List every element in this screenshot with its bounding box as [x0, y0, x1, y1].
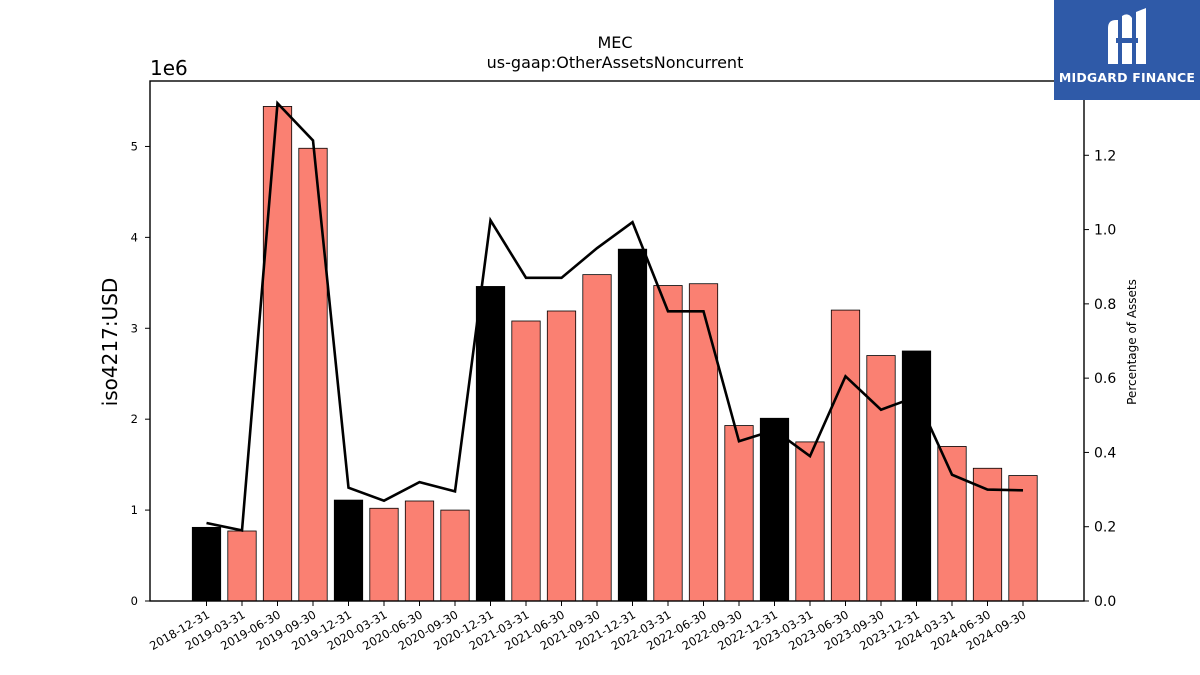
bars	[191, 106, 1038, 602]
bar-2022-12-31	[759, 417, 790, 602]
bar-2019-03-31	[227, 530, 257, 602]
x-axis-ticks: 2018-12-312019-03-312019-06-302019-09-30…	[147, 601, 1029, 653]
y-right-tick-label: 0.6	[1094, 371, 1116, 387]
bar-2019-06-30	[262, 106, 293, 602]
bar-2020-12-31	[475, 286, 506, 602]
bar-2024-03-31	[937, 446, 967, 602]
bar-2022-09-30	[724, 425, 754, 602]
bar-2020-09-30	[440, 509, 470, 602]
y-axis-right-label: Percentage of Assets	[1125, 279, 1139, 405]
bar-2018-12-31	[191, 526, 222, 602]
y-right-tick-label: 0.0	[1094, 594, 1116, 610]
chart-subtitle: us-gaap:OtherAssetsNoncurrent	[487, 53, 744, 72]
bar-2024-09-30	[1008, 475, 1038, 602]
bar-2023-03-31	[795, 441, 825, 602]
y-axis-label: iso4217:USD	[98, 278, 122, 407]
bar-2021-03-31	[511, 320, 541, 602]
y-tick-label: 3	[131, 321, 138, 335]
plot-frame	[149, 80, 1085, 602]
brand-logo: MIDGARD FINANCE	[1054, 0, 1200, 100]
y-offset-label: 1e6	[150, 56, 188, 80]
percentage-line	[206, 100, 1024, 533]
bar-2022-03-31	[653, 285, 683, 602]
y-axis-right-ticks: 0.0 0.2 0.4 0.6 0.8 1.0 1.2	[1084, 148, 1116, 610]
bar-2019-09-30	[298, 147, 328, 602]
bar-2020-03-31	[369, 507, 399, 602]
bar-2023-09-30	[866, 355, 896, 602]
y-right-tick-label: 0.8	[1094, 297, 1116, 313]
bar-2020-06-30	[404, 500, 435, 602]
y-tick-label: 0	[131, 594, 138, 608]
y-right-tick-label: 1.0	[1094, 223, 1116, 239]
midgard-logo-icon	[1108, 8, 1146, 64]
chart-title: MEC	[597, 33, 632, 52]
bar-2022-06-30	[688, 283, 719, 602]
y-tick-label: 2	[131, 412, 138, 426]
brand-name: MIDGARD FINANCE	[1058, 70, 1196, 85]
y-tick-label: 4	[131, 230, 138, 244]
y-right-tick-label: 0.2	[1094, 520, 1116, 536]
bar-2019-12-31	[333, 499, 364, 602]
bar-2023-12-31	[901, 350, 932, 602]
y-right-tick-label: 0.4	[1094, 445, 1116, 461]
y-right-tick-label: 1.2	[1094, 148, 1116, 164]
bar-2023-06-30	[830, 309, 861, 602]
bar-2021-12-31	[617, 248, 648, 602]
bar-2021-09-30	[582, 274, 612, 602]
y-axis-ticks: 0 1 2 3 4 5	[131, 139, 150, 608]
y-tick-label: 5	[131, 139, 138, 153]
y-tick-label: 1	[131, 503, 138, 517]
bar-2021-06-30	[546, 310, 577, 602]
